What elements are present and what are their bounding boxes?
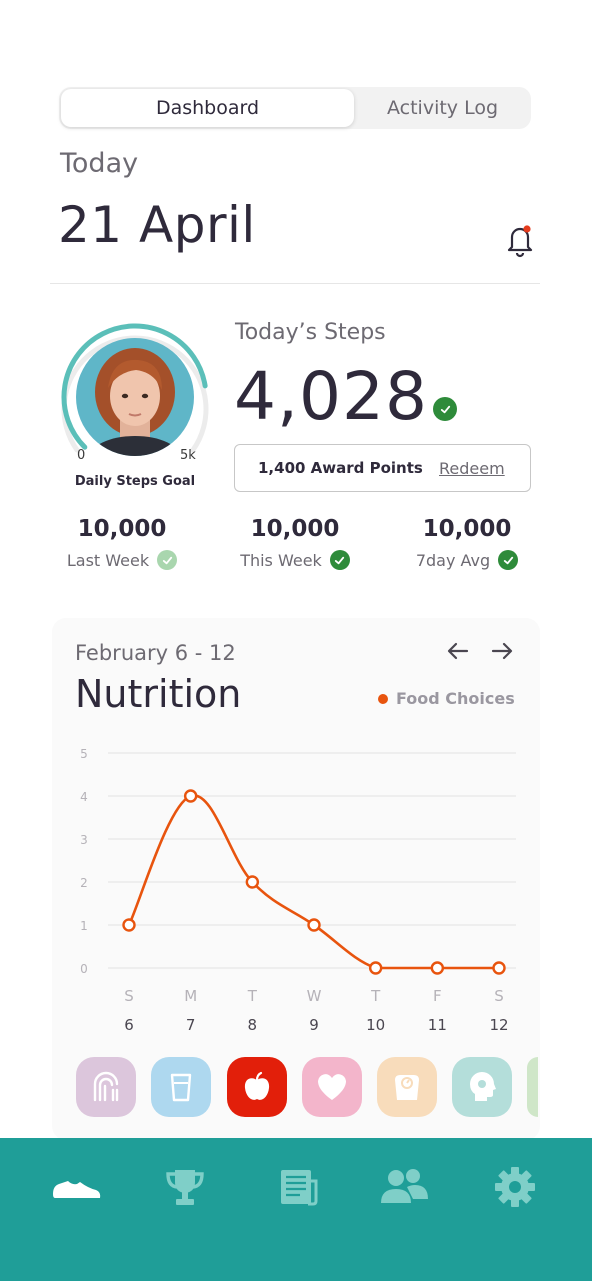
data-point xyxy=(368,961,383,975)
tab-community[interactable] xyxy=(376,1162,432,1212)
x-day-label: M xyxy=(184,987,197,1005)
y-tick-label: 2 xyxy=(80,876,88,890)
sneaker-icon xyxy=(53,1181,101,1198)
award-points-box: 1,400 Award Points Redeem xyxy=(234,444,531,492)
category-nutrition[interactable] xyxy=(76,1057,136,1117)
previous-week-button[interactable] xyxy=(446,640,470,662)
category-food[interactable] xyxy=(227,1057,287,1117)
check-icon xyxy=(157,550,178,570)
data-point xyxy=(430,961,445,975)
avatar[interactable] xyxy=(76,338,194,456)
x-date-label: 11 xyxy=(428,1016,447,1034)
mind-icon xyxy=(470,1072,496,1101)
heart-icon xyxy=(318,1074,346,1100)
divider xyxy=(50,283,540,284)
x-day-label: W xyxy=(307,987,322,1005)
y-tick-label: 5 xyxy=(80,747,88,761)
bottom-tab-bar xyxy=(0,1138,592,1281)
stat-value: 10,000 xyxy=(250,516,340,542)
stat-7day-avg: 10,000 7day Avg xyxy=(387,516,547,570)
tab-news[interactable] xyxy=(268,1162,324,1212)
page-title: 21 April xyxy=(58,196,256,254)
water-glass-icon xyxy=(170,1073,192,1102)
tab-awards[interactable] xyxy=(157,1162,213,1212)
x-date-label: 12 xyxy=(489,1016,508,1034)
x-date-label: 10 xyxy=(366,1016,385,1034)
stat-this-week: 10,000 This Week xyxy=(215,516,375,570)
chart-legend: Food Choices xyxy=(378,689,515,708)
stat-label: Last Week xyxy=(66,550,150,570)
arrow-right-icon xyxy=(491,642,513,660)
y-tick-label: 1 xyxy=(80,919,88,933)
data-point xyxy=(492,961,506,975)
stat-value: 10,000 xyxy=(422,516,512,542)
x-day-label: T xyxy=(370,987,381,1005)
ring-min-label: 0 xyxy=(77,448,86,463)
category-heart[interactable] xyxy=(302,1057,362,1117)
notification-button[interactable] xyxy=(504,222,536,258)
x-date-label: 7 xyxy=(186,1016,196,1034)
stat-label: This Week xyxy=(240,550,322,570)
legend-label: Food Choices xyxy=(396,689,515,708)
newspaper-icon xyxy=(281,1170,318,1206)
x-day-label: F xyxy=(433,987,442,1005)
check-icon xyxy=(498,550,519,570)
y-tick-label: 3 xyxy=(80,833,88,847)
today-label: Today xyxy=(60,148,139,179)
bell-icon xyxy=(507,225,533,258)
tab-steps[interactable] xyxy=(48,1162,104,1212)
y-tick-label: 4 xyxy=(80,790,88,804)
steps-label: Today’s Steps xyxy=(235,320,386,345)
steps-check-icon xyxy=(433,397,457,421)
y-tick-label: 0 xyxy=(80,962,88,976)
nutrition-icon xyxy=(93,1071,119,1102)
trophy-icon xyxy=(166,1170,204,1205)
next-week-button[interactable] xyxy=(490,640,514,662)
arrow-left-icon xyxy=(447,642,469,660)
tab-settings[interactable] xyxy=(487,1162,543,1212)
category-weight[interactable] xyxy=(377,1057,437,1117)
stat-label: 7day Avg xyxy=(415,550,491,570)
data-point xyxy=(183,789,198,803)
nutrition-card xyxy=(52,618,540,1140)
series-line xyxy=(127,794,499,970)
stat-last-week: 10,000 Last Week xyxy=(42,516,202,570)
card-title: Nutrition xyxy=(75,672,242,716)
gear-icon xyxy=(495,1167,535,1207)
steps-value: 4,028 xyxy=(234,358,428,435)
x-day-label: S xyxy=(124,987,134,1005)
x-day-label: S xyxy=(494,987,504,1005)
stat-value: 10,000 xyxy=(77,516,167,542)
award-points: 1,400 Award Points xyxy=(258,459,423,477)
category-water[interactable] xyxy=(151,1057,211,1117)
check-icon xyxy=(329,550,350,570)
category-mind[interactable] xyxy=(452,1057,512,1117)
data-point xyxy=(245,875,260,889)
ring-max-label: 5k xyxy=(180,448,196,463)
tab-activity-log[interactable]: Activity Log xyxy=(386,97,499,119)
apple-icon xyxy=(244,1071,270,1100)
x-date-label: 6 xyxy=(124,1016,134,1034)
tab-dashboard[interactable]: Dashboard xyxy=(61,89,354,127)
people-icon xyxy=(381,1169,428,1203)
category-more[interactable] xyxy=(527,1057,538,1117)
x-date-label: 9 xyxy=(309,1016,319,1034)
legend-dot xyxy=(378,693,388,704)
data-point xyxy=(122,918,136,932)
notification-badge xyxy=(523,225,531,233)
date-range: February 6 - 12 xyxy=(75,641,236,665)
redeem-link[interactable]: Redeem xyxy=(439,458,505,478)
data-point xyxy=(307,918,321,932)
x-day-label: T xyxy=(247,987,258,1005)
x-date-label: 8 xyxy=(248,1016,258,1034)
daily-steps-goal-label: Daily Steps Goal xyxy=(74,474,196,489)
scale-icon xyxy=(395,1075,419,1100)
view-switcher: Dashboard Activity Log xyxy=(59,87,531,129)
